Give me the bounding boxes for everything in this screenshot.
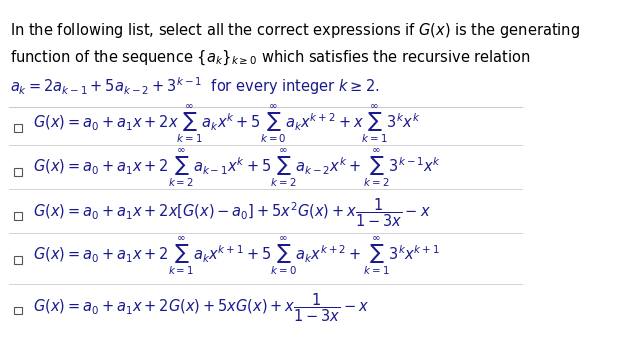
Text: $G(x) = a_0 + a_1 x + 2x[G(x) - a_0] + 5x^2 G(x) + x\dfrac{1}{1-3x} - x$: $G(x) = a_0 + a_1 x + 2x[G(x) - a_0] + 5… xyxy=(33,196,431,229)
FancyBboxPatch shape xyxy=(14,307,22,314)
Text: $G(x) = a_0 + a_1 x + 2G(x) + 5xG(x) + x\dfrac{1}{1-3x} - x$: $G(x) = a_0 + a_1 x + 2G(x) + 5xG(x) + x… xyxy=(33,291,369,323)
Text: function of the sequence $\{a_k\}_{k\geq 0}$ which satisfies the recursive relat: function of the sequence $\{a_k\}_{k\geq… xyxy=(11,48,531,67)
Text: $G(x) = a_0 + a_1 x + 2x\sum_{k=1}^{\infty} a_k x^k + 5\sum_{k=0}^{\infty} a_k x: $G(x) = a_0 + a_1 x + 2x\sum_{k=1}^{\inf… xyxy=(33,103,421,145)
Text: $G(x) = a_0 + a_1 x + 2\sum_{k=1}^{\infty} a_k x^{k+1} + 5\sum_{k=0}^{\infty} a_: $G(x) = a_0 + a_1 x + 2\sum_{k=1}^{\inft… xyxy=(33,236,440,277)
FancyBboxPatch shape xyxy=(14,124,22,132)
Text: $G(x) = a_0 + a_1 x + 2\sum_{k=2}^{\infty} a_{k-1} x^k + 5\sum_{k=2}^{\infty} a_: $G(x) = a_0 + a_1 x + 2\sum_{k=2}^{\inft… xyxy=(33,147,441,189)
Text: $a_k = 2a_{k-1} + 5a_{k-2} + 3^{k-1}$  for every integer $k \geq 2$.: $a_k = 2a_{k-1} + 5a_{k-2} + 3^{k-1}$ fo… xyxy=(11,75,380,97)
FancyBboxPatch shape xyxy=(14,256,22,264)
Text: In the following list, select all the correct expressions if $G(x)$ is the gener: In the following list, select all the co… xyxy=(11,21,580,40)
FancyBboxPatch shape xyxy=(14,212,22,220)
FancyBboxPatch shape xyxy=(14,168,22,176)
